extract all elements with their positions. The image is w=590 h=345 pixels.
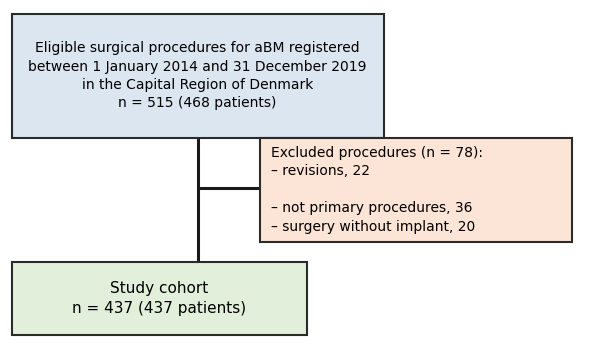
Text: Study cohort
n = 437 (437 patients): Study cohort n = 437 (437 patients)	[72, 281, 247, 316]
FancyBboxPatch shape	[12, 14, 384, 138]
Text: Excluded procedures (n = 78):
– revisions, 22

– not primary procedures, 36
– su: Excluded procedures (n = 78): – revision…	[271, 146, 483, 234]
FancyBboxPatch shape	[12, 262, 307, 335]
Text: Eligible surgical procedures for aBM registered
between 1 January 2014 and 31 De: Eligible surgical procedures for aBM reg…	[28, 41, 367, 110]
FancyBboxPatch shape	[260, 138, 572, 241]
